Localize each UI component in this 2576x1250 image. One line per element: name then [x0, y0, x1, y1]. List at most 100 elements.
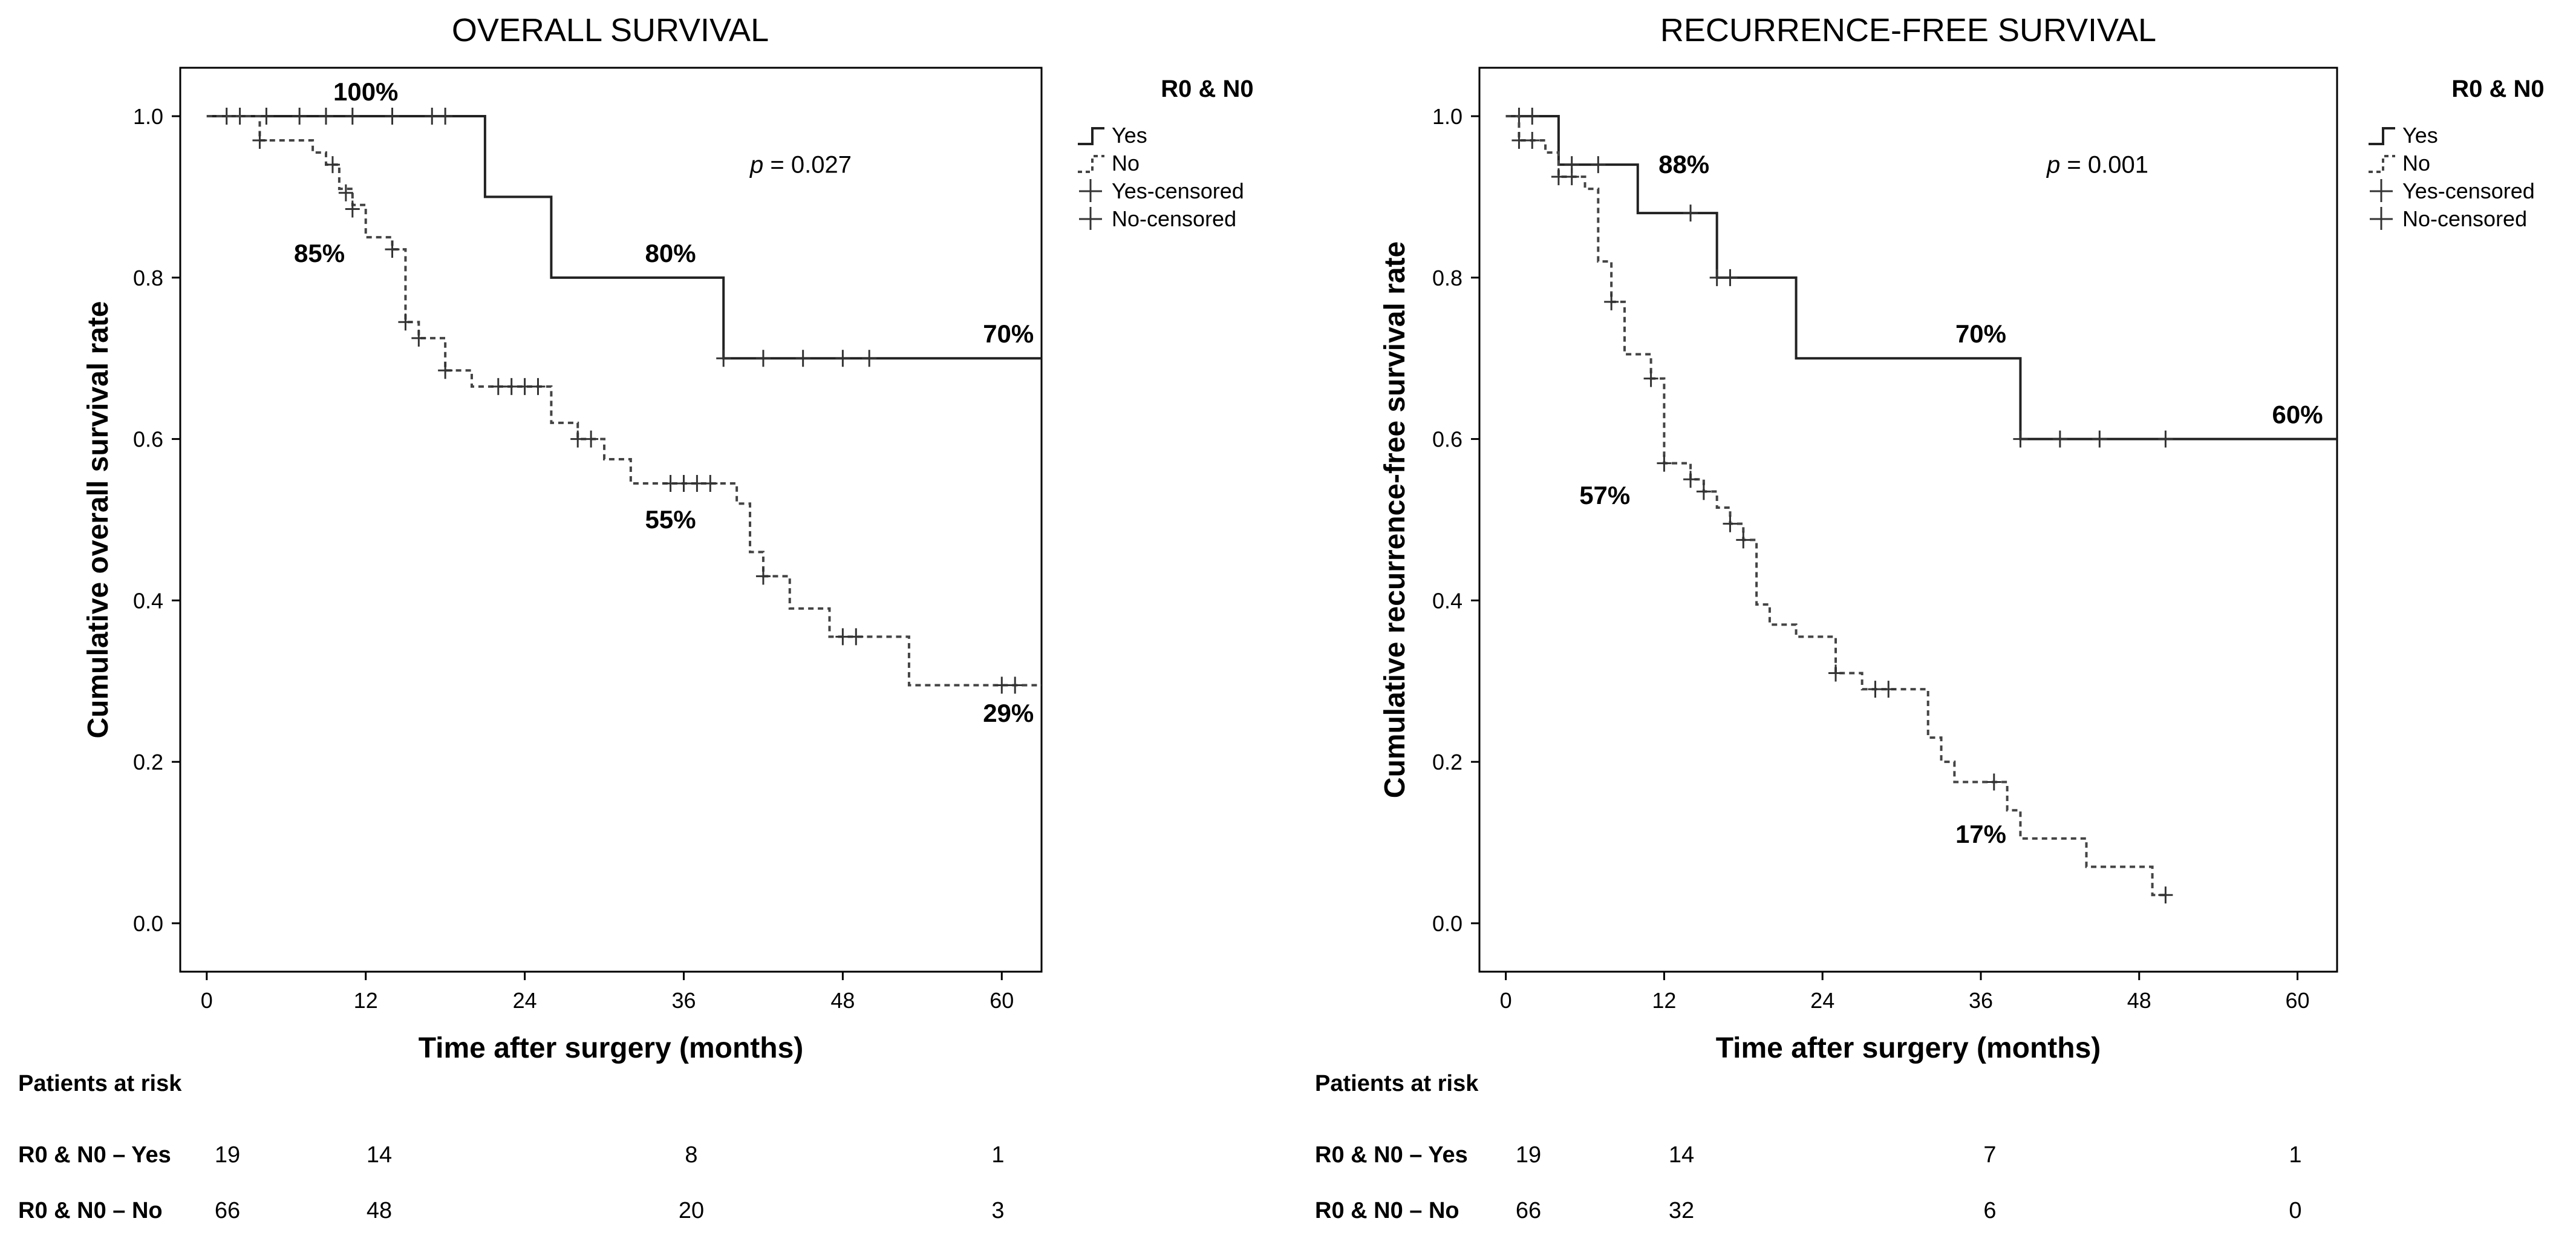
percent-annotation: 88% — [1658, 150, 1709, 178]
legend-yes-censored-swatch — [1079, 179, 1102, 202]
risk-count: 19 — [215, 1142, 240, 1168]
censor-mark-yes — [862, 350, 877, 367]
risk-count: 66 — [215, 1198, 240, 1223]
percent-annotation: 29% — [983, 699, 1034, 727]
censor-mark-no — [411, 329, 426, 347]
censor-mark-yes — [292, 108, 307, 125]
y-axis-label: Cumulative recurrence-free survival rate — [1379, 241, 1411, 798]
x-tick-label: 36 — [1969, 988, 1993, 1013]
plot-frame — [179, 67, 1043, 973]
censor-mark-yes — [1591, 156, 1606, 174]
y-tick-label: 0.0 — [1432, 911, 1462, 936]
risk-table-header: Patients at risk — [1315, 1071, 1479, 1096]
censor-mark-yes — [2013, 430, 2028, 448]
x-tick-label: 36 — [671, 988, 696, 1013]
legend-no-swatch — [1078, 155, 1104, 173]
y-tick-label: 0.6 — [133, 427, 163, 452]
y-tick-label: 1.0 — [133, 104, 163, 129]
x-tick-label: 0 — [1500, 988, 1512, 1013]
legend-item-label: No-censored — [2402, 206, 2527, 231]
censor-mark-no — [1683, 471, 1698, 488]
y-tick-label: 0.8 — [133, 266, 163, 290]
censor-mark-no — [835, 628, 850, 646]
censor-mark-no — [1604, 293, 1619, 310]
censor-mark-yes — [795, 350, 810, 367]
censor-mark-no — [2158, 886, 2173, 904]
p-value-number: = 0.027 — [763, 151, 852, 178]
censor-mark-no — [438, 362, 453, 379]
risk-count: 48 — [367, 1198, 392, 1223]
x-tick-label: 0 — [201, 988, 213, 1013]
chart-panel-2: RECURRENCE-FREE SURVIVAL 0.0 0.2 0.4 0.6 0.8 1… — [1315, 12, 2545, 1223]
censor-mark-no — [338, 184, 353, 201]
chart-panel-1: OVERALL SURVIVAL 0.0 0.2 0.4 0.6 0.8 1.0 0 12 24 3… — [18, 12, 1254, 1223]
x-tick-label: 24 — [513, 988, 537, 1013]
censor-mark-no — [663, 474, 678, 492]
legend-item-label: Yes-censored — [2402, 178, 2535, 203]
censor-mark-no — [1736, 531, 1751, 549]
legend-item-label: No — [2402, 151, 2430, 175]
percent-annotation: 85% — [294, 239, 345, 267]
censor-mark-no — [1986, 773, 2001, 791]
p-value-number: = 0.001 — [2060, 151, 2148, 178]
risk-count: 3 — [991, 1198, 1004, 1223]
censor-mark-yes — [438, 108, 453, 125]
y-tick-label: 0.6 — [1432, 427, 1462, 452]
percent-annotation: 80% — [645, 239, 696, 267]
censor-mark-no — [1828, 664, 1844, 682]
risk-count: 1 — [991, 1142, 1004, 1168]
x-axis-label: Time after surgery (months) — [419, 1032, 804, 1064]
legend-title: R0 & N0 — [2451, 76, 2544, 102]
censor-mark-no — [491, 378, 506, 395]
risk-count: 19 — [1516, 1142, 1541, 1168]
x-tick-label: 48 — [830, 988, 855, 1013]
censor-mark-no — [1525, 132, 1540, 149]
censor-mark-no — [517, 378, 532, 395]
percent-annotation: 55% — [645, 505, 696, 534]
risk-count: 32 — [1669, 1198, 1694, 1223]
y-tick-label: 0.4 — [133, 588, 163, 613]
censor-mark-no — [1008, 676, 1023, 694]
censor-mark-no — [385, 241, 400, 258]
censor-mark-no — [1643, 370, 1658, 387]
risk-row-label: R0 & N0 – No — [18, 1198, 163, 1223]
x-tick-label: 60 — [2286, 988, 2310, 1013]
censor-mark-no — [755, 568, 771, 585]
censor-mark-no — [1657, 454, 1672, 472]
y-tick-label: 1.0 — [1432, 104, 1462, 129]
percent-annotation: 57% — [1579, 481, 1630, 509]
censor-mark-yes — [1723, 269, 1738, 286]
censor-mark-yes — [385, 108, 400, 125]
legend-item-label: Yes — [2402, 123, 2438, 148]
series-line-yes — [206, 115, 1042, 360]
risk-count: 6 — [1983, 1198, 1996, 1223]
legend-item-label: No — [1112, 151, 1140, 175]
censor-mark-yes — [2092, 430, 2107, 448]
p-value-symbol: p — [2046, 151, 2060, 178]
series-line-yes — [1505, 115, 2337, 440]
legend-no-censored-swatch — [1079, 207, 1102, 230]
censor-mark-yes — [1683, 205, 1698, 222]
legend-yes-swatch — [1078, 127, 1104, 145]
x-tick-label: 12 — [354, 988, 378, 1013]
percent-annotation: 70% — [983, 319, 1034, 348]
censor-mark-no — [398, 313, 413, 331]
legend-item-label: Yes-censored — [1112, 178, 1244, 203]
percent-annotation: 17% — [1955, 820, 2006, 848]
chart-title: RECURRENCE-FREE SURVIVAL — [1660, 12, 2156, 48]
p-value: p = 0.001 — [2046, 151, 2148, 178]
censor-mark-no — [570, 430, 585, 448]
censor-mark-no — [994, 676, 1009, 694]
legend-title: R0 & N0 — [1161, 76, 1253, 102]
y-tick-label: 0.4 — [1432, 588, 1462, 613]
legend-no-swatch — [2369, 155, 2395, 173]
censor-mark-no — [504, 378, 519, 395]
x-tick-label: 24 — [1810, 988, 1834, 1013]
percent-annotation: 100% — [333, 77, 398, 106]
risk-count: 66 — [1516, 1198, 1541, 1223]
censor-mark-yes — [755, 350, 771, 367]
censor-mark-no — [325, 156, 340, 174]
risk-count: 7 — [1983, 1142, 1996, 1168]
censor-mark-no — [1868, 681, 1883, 698]
